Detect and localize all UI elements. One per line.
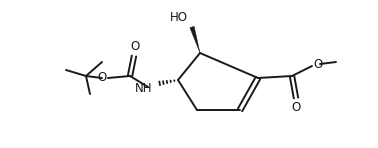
Text: O: O: [130, 40, 139, 53]
Text: O: O: [291, 101, 301, 114]
Text: O: O: [98, 70, 107, 83]
Text: HO: HO: [170, 11, 188, 24]
Text: O: O: [313, 58, 322, 70]
Text: NH: NH: [135, 82, 152, 95]
Polygon shape: [190, 26, 200, 53]
